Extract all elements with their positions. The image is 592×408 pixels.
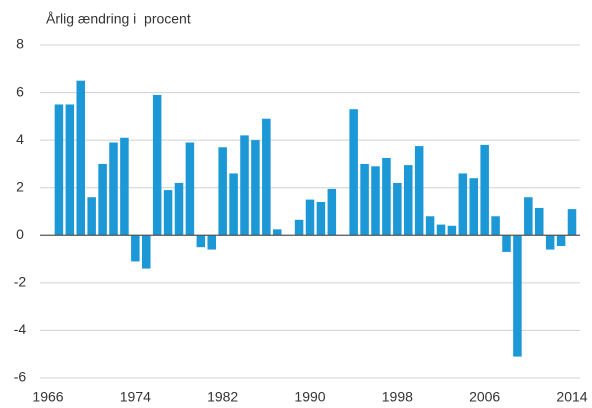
- bar: [327, 188, 337, 236]
- bar: [76, 80, 86, 236]
- bar: [403, 165, 413, 236]
- bar: [469, 178, 479, 236]
- bar: [229, 173, 238, 236]
- bar: [534, 207, 544, 236]
- x-tick-label: 1998: [382, 389, 413, 405]
- bar: [567, 209, 577, 236]
- bar: [294, 219, 304, 236]
- bar: [185, 142, 195, 236]
- bar: [174, 182, 184, 236]
- bar: [98, 163, 107, 236]
- bar: [131, 235, 140, 262]
- bar: [513, 235, 522, 357]
- x-tick-label: 1966: [32, 389, 63, 405]
- bar: [262, 118, 271, 236]
- bar: [207, 235, 217, 250]
- bar: [218, 147, 227, 236]
- bar: [447, 225, 457, 236]
- bar: [360, 163, 369, 236]
- bar: [545, 235, 555, 250]
- y-tick-label: 4: [16, 131, 24, 147]
- y-tick-label: 6: [16, 83, 24, 99]
- bar: [240, 135, 249, 236]
- bar: [305, 199, 315, 236]
- x-tick-label: 1990: [294, 389, 325, 405]
- bar: [272, 229, 282, 236]
- bar: [382, 157, 391, 236]
- y-tick-label: 2: [16, 178, 24, 194]
- bar: [458, 173, 468, 236]
- y-tick-label: -6: [14, 369, 27, 385]
- bar: [141, 235, 151, 269]
- bar: [87, 197, 96, 236]
- bar: [393, 182, 402, 236]
- bar: [163, 190, 173, 236]
- x-tick-label: 2006: [469, 389, 500, 405]
- bar: [109, 142, 118, 236]
- bar: [65, 104, 75, 236]
- bar: [491, 216, 500, 236]
- bar: [316, 201, 326, 236]
- bar: [371, 166, 380, 236]
- y-tick-label: -4: [14, 321, 27, 337]
- bar: [54, 104, 64, 236]
- bar: [414, 146, 424, 236]
- bar: [152, 94, 162, 236]
- y-tick-label: 8: [16, 36, 24, 52]
- bar: [480, 144, 489, 236]
- y-tick-label: 0: [16, 226, 24, 242]
- bar: [502, 235, 511, 252]
- bar: [251, 140, 260, 236]
- bar: [349, 109, 358, 236]
- x-tick-label: 2014: [556, 389, 587, 405]
- y-axis-label: Årlig ændring i procent: [46, 11, 191, 27]
- bar: [556, 235, 566, 246]
- y-tick-label: -2: [14, 274, 27, 290]
- x-tick-label: 1982: [207, 389, 238, 405]
- bar: [436, 224, 446, 236]
- bar: [524, 197, 533, 236]
- bar: [196, 235, 206, 248]
- x-tick-label: 1974: [120, 389, 151, 405]
- bar: [120, 137, 129, 236]
- bar: [425, 216, 435, 236]
